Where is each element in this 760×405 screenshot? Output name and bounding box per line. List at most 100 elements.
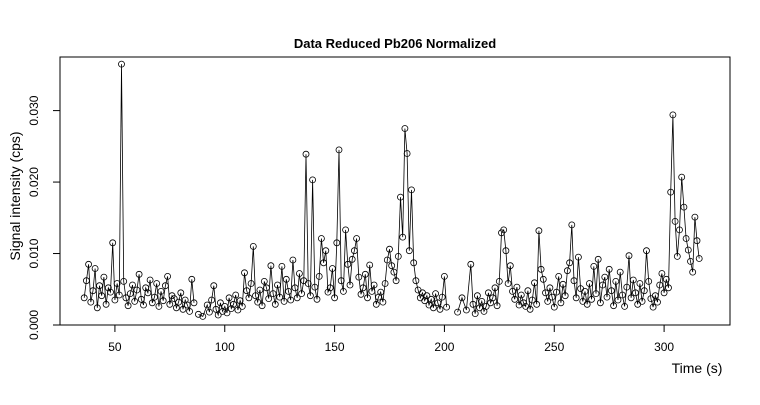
data-point	[616, 268, 624, 276]
y-axis: 0.000 0.010 0.020 0.030	[27, 95, 61, 340]
data-point	[348, 255, 356, 263]
data-point	[205, 308, 213, 316]
data-point	[434, 299, 442, 307]
data-point	[662, 275, 670, 283]
data-point	[495, 277, 503, 285]
data-point	[269, 290, 277, 298]
data-point	[658, 270, 666, 277]
data-point	[278, 262, 286, 270]
data-point	[166, 300, 174, 308]
x-tick-label: 100	[215, 340, 235, 354]
x-tick-label: 50	[108, 340, 122, 354]
data-point	[153, 280, 161, 287]
data-point	[493, 302, 501, 310]
data-point	[265, 295, 273, 303]
data-point	[575, 253, 582, 261]
data-point	[555, 272, 563, 280]
data-point	[120, 277, 128, 285]
data-point	[537, 265, 545, 273]
data-point	[379, 298, 387, 306]
data-point	[146, 276, 154, 284]
data-point	[344, 260, 352, 268]
data-point	[230, 300, 237, 308]
data-point	[241, 269, 248, 277]
data-point	[592, 290, 600, 298]
data-point	[249, 242, 257, 250]
data-point	[636, 280, 644, 287]
data-point	[302, 150, 310, 158]
data-point	[531, 279, 538, 287]
data-point	[342, 226, 350, 234]
data-point	[564, 267, 571, 275]
y-tick-label: 0.010	[27, 238, 41, 268]
data-point	[238, 302, 246, 310]
data-point	[405, 247, 413, 255]
data-point	[293, 294, 301, 302]
data-point	[440, 272, 448, 280]
data-point	[333, 239, 341, 247]
data-point	[350, 247, 358, 255]
data-point	[287, 296, 295, 304]
data-point	[390, 268, 398, 276]
data-point	[326, 284, 334, 292]
data-point	[614, 296, 622, 304]
data-point	[140, 301, 147, 309]
data-point	[640, 287, 648, 295]
data-point	[364, 294, 371, 302]
data-point	[313, 295, 321, 303]
data-point	[427, 295, 435, 303]
data-point	[665, 284, 672, 292]
data-point	[542, 289, 549, 297]
data-point	[133, 286, 141, 294]
data-point	[83, 277, 90, 285]
data-point	[399, 233, 407, 241]
data-point	[383, 256, 391, 264]
data-point	[410, 259, 418, 267]
data-point	[212, 305, 220, 313]
data-point	[157, 287, 165, 295]
data-point	[324, 288, 332, 296]
data-point	[122, 294, 130, 302]
data-point	[295, 270, 303, 277]
data-point	[225, 294, 233, 302]
data-point	[515, 301, 523, 309]
x-axis-label: Time (s)	[672, 360, 723, 376]
data-point	[311, 283, 319, 291]
plot-frame	[59, 56, 731, 326]
data-point	[111, 296, 119, 304]
data-point	[568, 221, 576, 229]
data-point	[291, 284, 299, 292]
data-point	[252, 292, 259, 300]
data-point	[610, 302, 617, 310]
data-point	[454, 308, 462, 316]
data-point	[216, 299, 224, 307]
data-point	[469, 300, 477, 308]
data-point	[370, 281, 378, 289]
data-point	[467, 260, 475, 268]
data-point	[214, 311, 222, 319]
data-point	[511, 295, 519, 303]
data-point	[317, 235, 325, 242]
series-segment	[194, 125, 451, 320]
data-point	[601, 273, 609, 281]
data-point	[436, 305, 444, 313]
data-point	[131, 297, 139, 305]
data-point	[533, 300, 541, 308]
data-point	[682, 235, 690, 242]
series-layer	[80, 60, 703, 320]
data-point	[509, 287, 516, 295]
data-point	[667, 188, 675, 196]
data-point	[517, 291, 525, 299]
data-point	[623, 283, 631, 291]
data-point	[553, 288, 560, 296]
data-point	[102, 300, 110, 308]
series-line	[457, 114, 700, 314]
data-point	[381, 280, 389, 287]
data-point	[608, 287, 615, 295]
data-point	[528, 296, 536, 304]
x-tick-label: 150	[325, 340, 345, 354]
y-axis-label: Signal intensity (cps)	[7, 131, 23, 260]
data-point	[599, 281, 606, 289]
data-point	[438, 293, 446, 301]
data-point	[331, 294, 339, 302]
